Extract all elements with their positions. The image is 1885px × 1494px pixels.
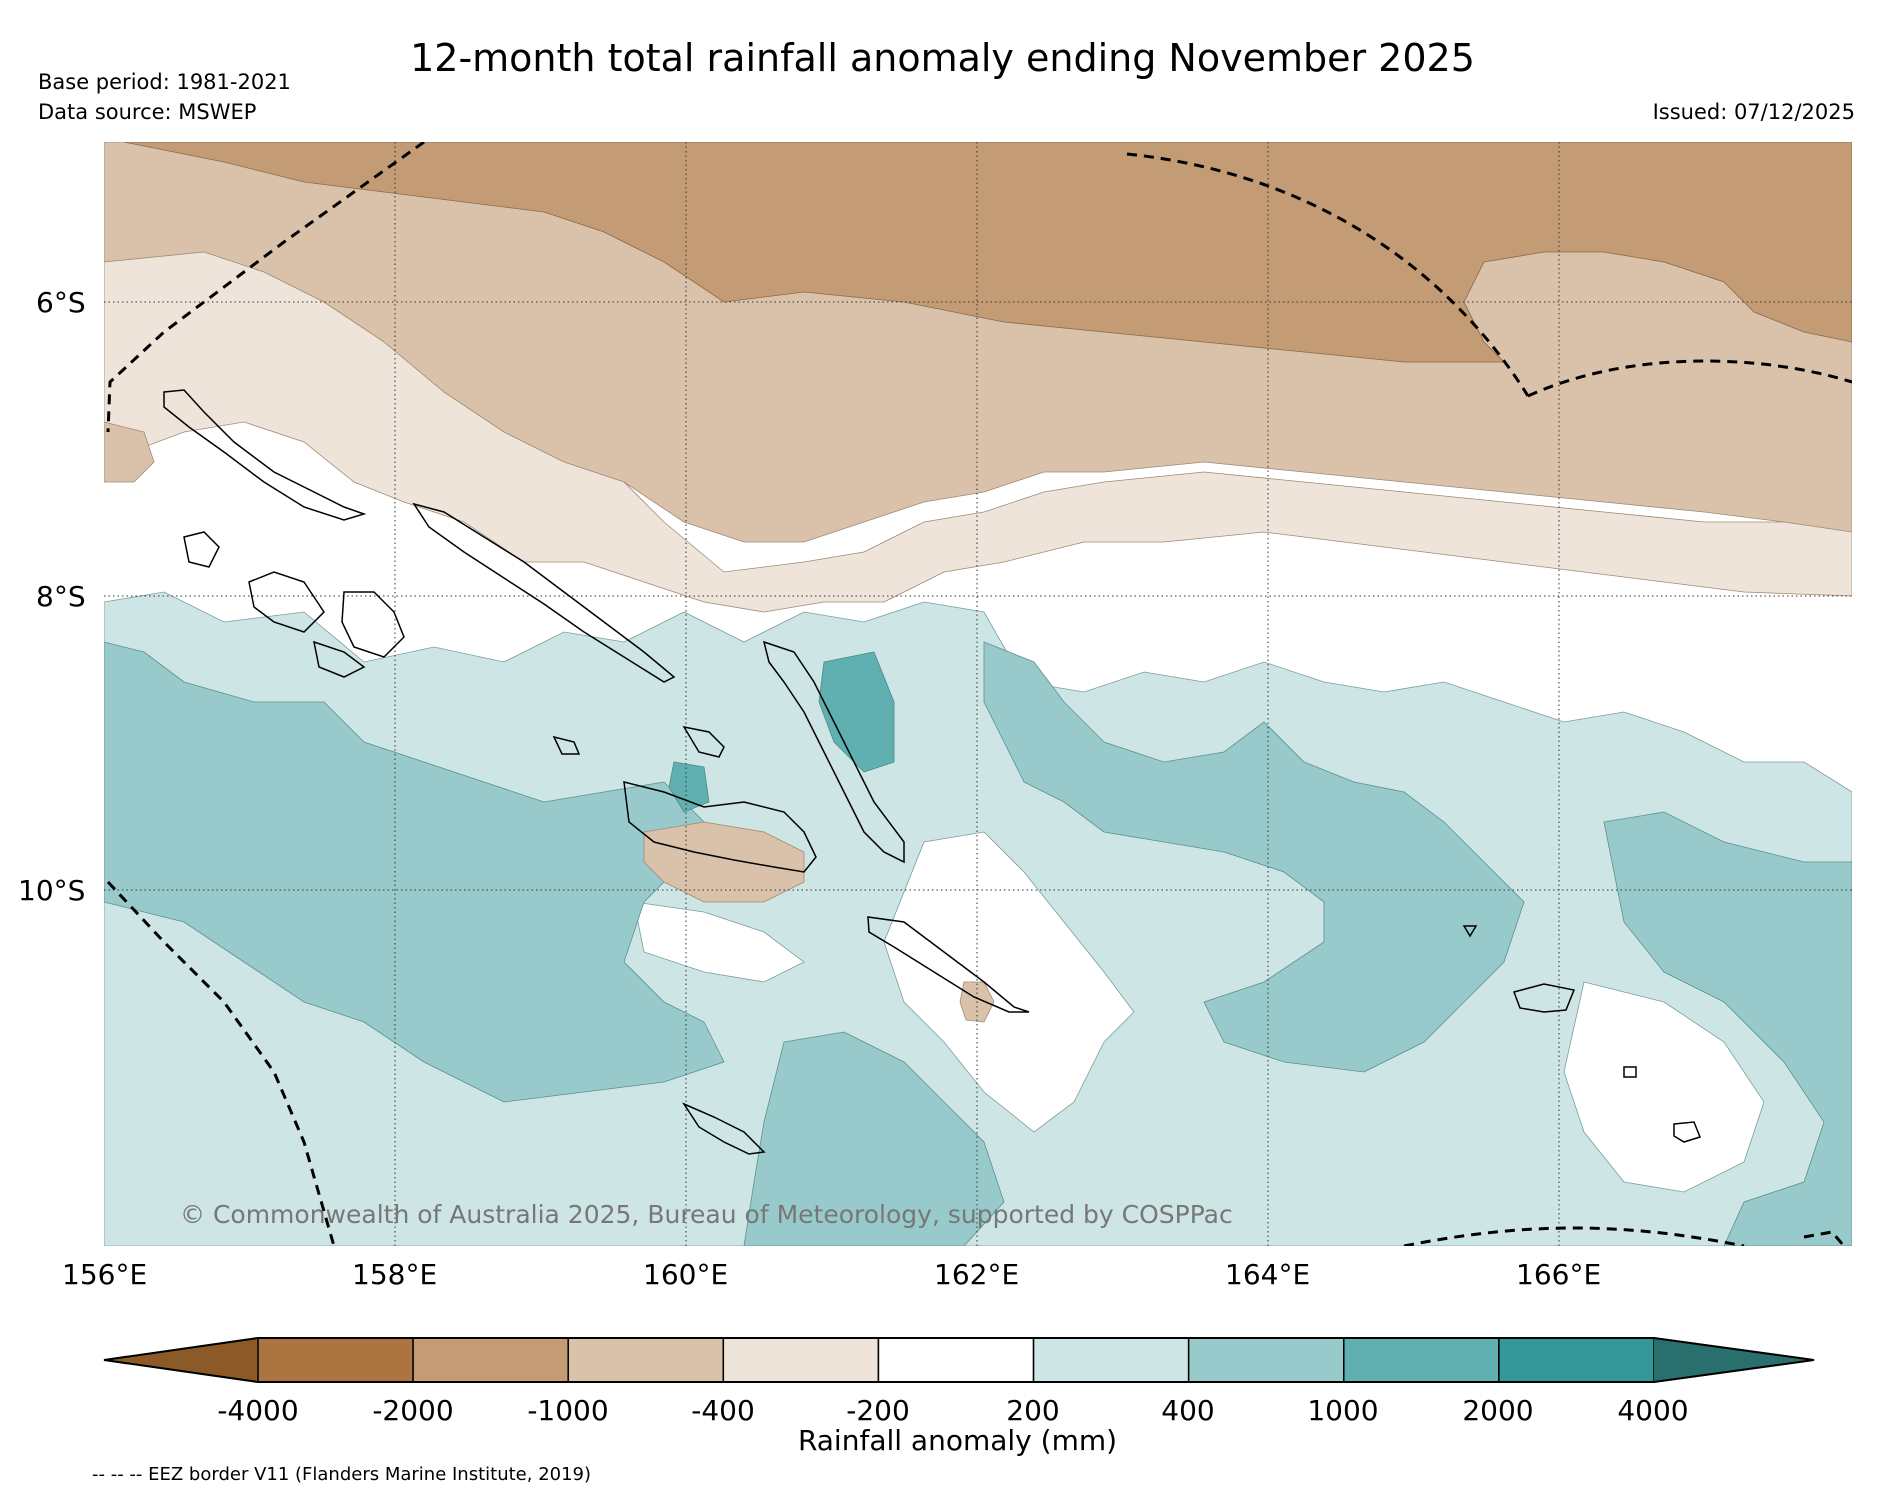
lon-label-164e: 164°E bbox=[1225, 1258, 1311, 1291]
colorbar-outline bbox=[103, 1337, 1815, 1383]
data-source: Data source: MSWEP bbox=[38, 100, 257, 124]
colorbar-segment-2 bbox=[412, 1337, 569, 1383]
anomaly-pos-mid-southeast bbox=[1603, 811, 1852, 1246]
island-santa-isabel bbox=[412, 502, 676, 683]
colorbar-segment-5 bbox=[877, 1337, 1035, 1383]
island-vanikoro bbox=[1673, 1121, 1701, 1143]
colorbar-segment-6 bbox=[1032, 1337, 1190, 1383]
eez-border-northeast bbox=[1126, 152, 1530, 397]
colorbar-title: Rainfall anomaly (mm) bbox=[797, 1424, 1118, 1457]
island-rennell bbox=[682, 1102, 766, 1155]
map-title: 12-month total rainfall anomaly ending N… bbox=[410, 36, 1475, 80]
island-russell bbox=[552, 735, 581, 755]
colorbar-segment-7 bbox=[1187, 1337, 1345, 1383]
lon-label-158e: 158°E bbox=[352, 1258, 438, 1291]
cb-tick-neg2000: -2000 bbox=[372, 1394, 454, 1427]
island-kolombangara bbox=[341, 591, 405, 658]
colorbar-segments bbox=[104, 1337, 1814, 1383]
anomaly-neutral-patch-1 bbox=[883, 831, 1135, 1133]
anomaly-neg-patch-west bbox=[104, 421, 155, 483]
eez-border-northwest bbox=[106, 142, 425, 433]
base-period: Base period: 1981-2021 bbox=[38, 70, 291, 94]
eez-border-south bbox=[1403, 1226, 1745, 1246]
anomaly-pos-mid-east bbox=[983, 641, 1525, 1073]
cb-tick-neg400: -400 bbox=[691, 1394, 755, 1427]
colorbar-extend-high bbox=[1654, 1338, 1814, 1382]
colorbar-segment-9 bbox=[1498, 1337, 1655, 1383]
anomaly-pos-strong-1 bbox=[818, 651, 895, 773]
colorbar-extend-low bbox=[104, 1338, 258, 1382]
anomaly-pos-mid-west bbox=[104, 641, 725, 1103]
cb-tick-200: 200 bbox=[1006, 1394, 1060, 1427]
island-guadalcanal bbox=[623, 781, 817, 873]
anomaly-neutral-patch-2 bbox=[1563, 981, 1765, 1193]
gridlines bbox=[104, 142, 1852, 1246]
anomaly-neg-patch-guadalcanal bbox=[643, 821, 805, 903]
cb-tick-neg200: -200 bbox=[846, 1394, 910, 1427]
island-new-georgia bbox=[248, 571, 325, 633]
cb-tick-4000: 4000 bbox=[1617, 1394, 1689, 1427]
colorbar-segment-3 bbox=[567, 1337, 725, 1383]
eez-borders bbox=[106, 142, 1852, 1246]
island-makira bbox=[867, 916, 1030, 1013]
lon-label-156e: 156°E bbox=[62, 1258, 148, 1291]
island-florida bbox=[682, 725, 725, 758]
island-choiseul bbox=[163, 389, 367, 521]
colorbar-segment-4 bbox=[722, 1337, 880, 1383]
island-rendova bbox=[313, 640, 366, 678]
rainfall-anomaly-map bbox=[104, 142, 1852, 1246]
copyright-notice: © Commonwealth of Australia 2025, Bureau… bbox=[180, 1200, 1233, 1229]
cb-tick-neg1000: -1000 bbox=[527, 1394, 609, 1427]
lat-label-6s: 6°S bbox=[36, 286, 86, 319]
lat-label-10s: 10°S bbox=[18, 874, 86, 907]
coastlines bbox=[163, 389, 1701, 1155]
cb-tick-400: 400 bbox=[1161, 1394, 1215, 1427]
island-malaita bbox=[762, 640, 905, 864]
anomaly-pos-mid-south-centre bbox=[743, 1031, 1005, 1246]
colorbar-segment-8 bbox=[1343, 1337, 1500, 1383]
colorbar-segment-1 bbox=[257, 1337, 414, 1383]
cb-tick-neg4000: -4000 bbox=[217, 1394, 299, 1427]
island-vella-lavella bbox=[183, 531, 220, 568]
eez-border-southeast bbox=[1803, 1230, 1846, 1246]
anomaly-neg-strong-north bbox=[123, 142, 1852, 363]
anomaly-neg-light-band bbox=[104, 201, 1852, 613]
issued-date: Issued: 07/12/2025 bbox=[1652, 100, 1855, 124]
lon-label-166e: 166°E bbox=[1516, 1258, 1602, 1291]
island-ndende bbox=[1513, 983, 1576, 1013]
lon-label-162e: 162°E bbox=[934, 1258, 1020, 1291]
island-ontong-java bbox=[1462, 925, 1478, 938]
lat-label-8s: 8°S bbox=[36, 580, 86, 613]
lon-label-160e: 160°E bbox=[643, 1258, 729, 1291]
colorbar bbox=[103, 1337, 1815, 1383]
cb-tick-1000: 1000 bbox=[1307, 1394, 1379, 1427]
eez-border-east bbox=[1527, 359, 1852, 398]
eez-border-southwest bbox=[106, 880, 336, 1246]
anomaly-neutral-patch-3 bbox=[633, 901, 805, 983]
island-utupua bbox=[1623, 1066, 1637, 1078]
cb-tick-2000: 2000 bbox=[1462, 1394, 1534, 1427]
anomaly-pos-strong-2 bbox=[668, 761, 710, 813]
eez-border-note: -- -- -- EEZ border V11 (Flanders Marine… bbox=[92, 1464, 592, 1485]
